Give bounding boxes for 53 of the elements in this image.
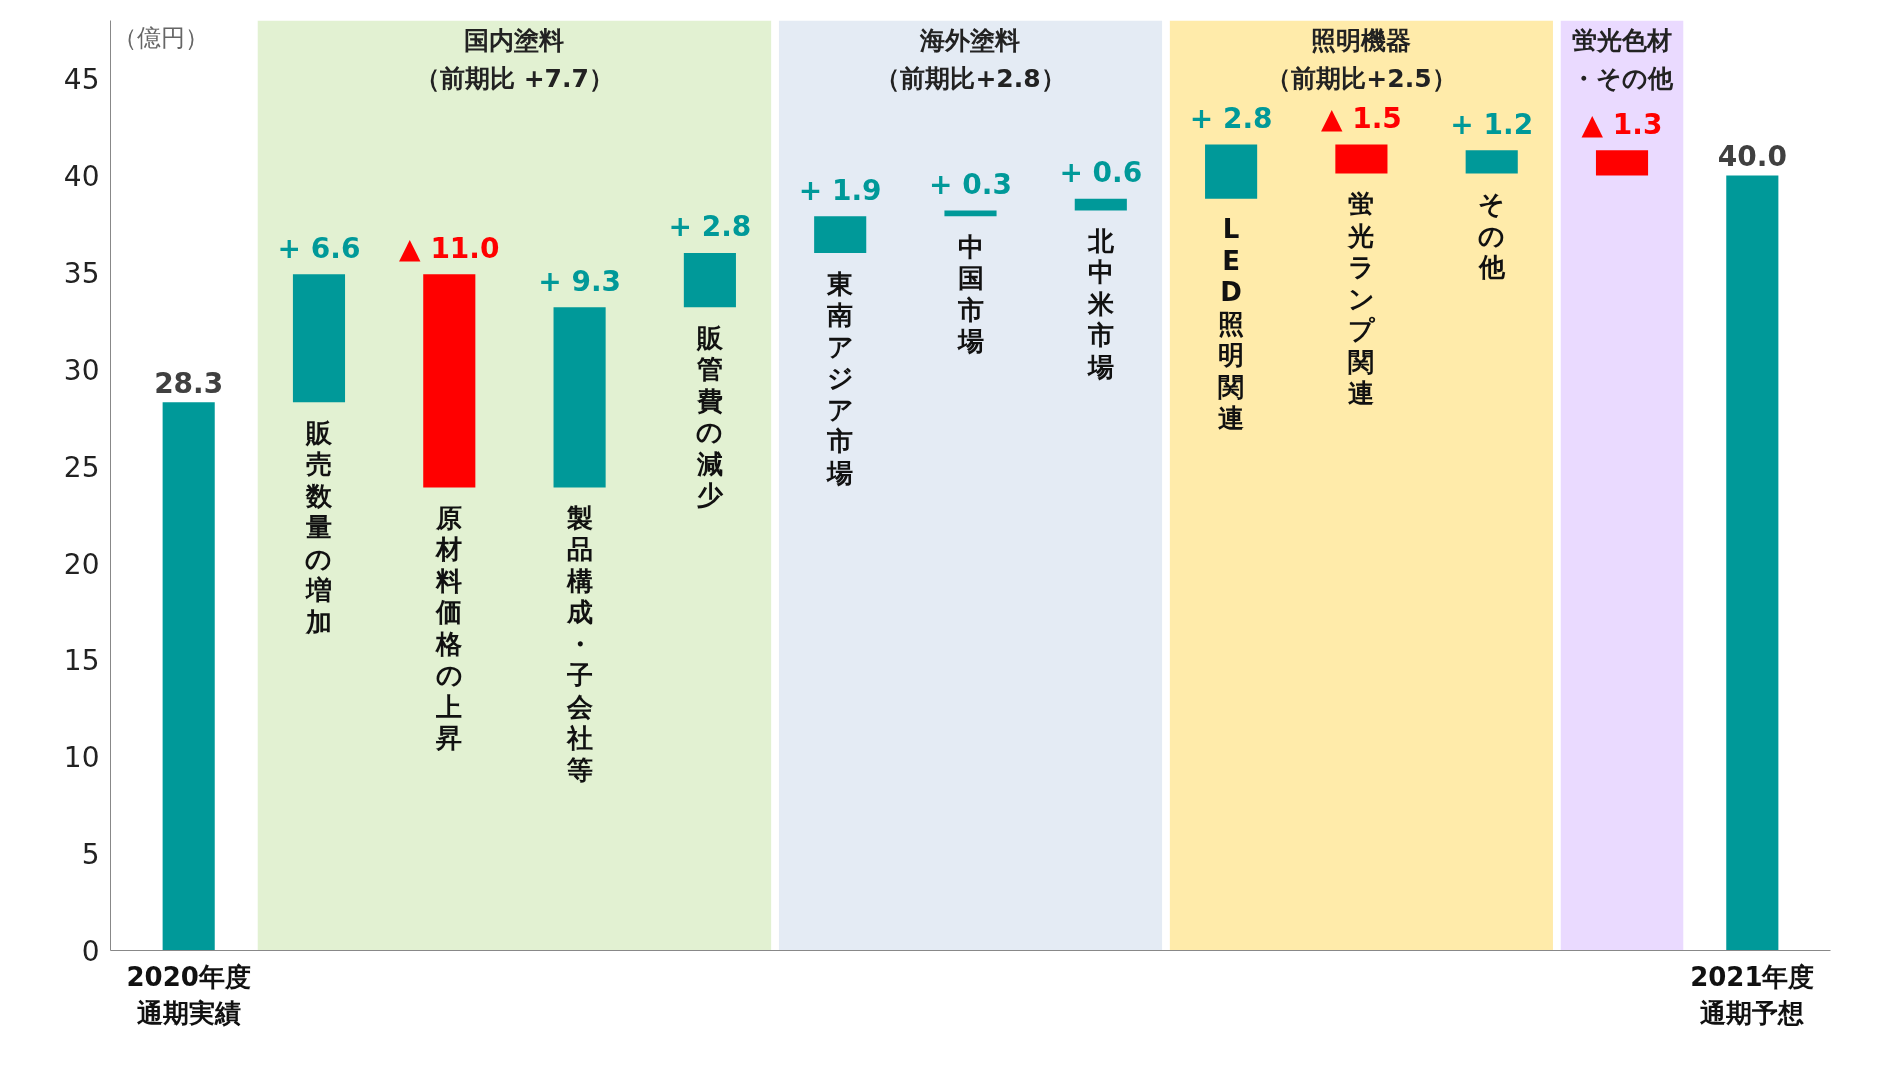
y-tick-label: 5 bbox=[81, 838, 100, 872]
y-axis-title: （億円） bbox=[112, 24, 209, 53]
x-tick-label: LED照明関連 bbox=[1218, 214, 1245, 434]
band-label: 海外塗料（前期比+2.8） bbox=[875, 26, 1066, 94]
bar bbox=[162, 402, 215, 951]
x-tick-label: 蛍光色材・その他 bbox=[1571, 26, 1675, 94]
bar bbox=[292, 274, 346, 403]
y-tick-label: 20 bbox=[63, 547, 100, 581]
category-label: 製品構成・子会社等 bbox=[566, 502, 593, 785]
bar bbox=[1726, 175, 1779, 951]
bar bbox=[1205, 144, 1258, 199]
y-tick-label: 0 bbox=[81, 935, 100, 968]
data-label: + 2.8 bbox=[668, 210, 752, 244]
y-tick-label: 40 bbox=[63, 160, 100, 193]
y-tick-label: 45 bbox=[63, 63, 100, 97]
x-tick-label: 北中米市場 bbox=[1086, 225, 1115, 382]
band-label: 照明機器（前期比+2.5） bbox=[1266, 26, 1457, 94]
data-label: + 0.3 bbox=[929, 167, 1012, 201]
data-label: ▲ 11.0 bbox=[399, 231, 500, 265]
y-tick-label: 35 bbox=[63, 256, 100, 290]
band-label: 国内塗料（前期比 +7.7） bbox=[414, 26, 614, 94]
x-tick-label: 蛍光ランプ関連 bbox=[1347, 189, 1376, 409]
bar bbox=[1465, 150, 1518, 174]
data-label: + 1.2 bbox=[1450, 107, 1534, 141]
data-label: + 2.8 bbox=[1189, 101, 1273, 135]
y-tick-label: 10 bbox=[63, 741, 100, 775]
y-tick-label: 25 bbox=[63, 450, 100, 484]
bar bbox=[814, 216, 867, 253]
x-tick-label: 原材料価格の上昇 bbox=[435, 502, 463, 754]
data-label: + 6.6 bbox=[277, 231, 361, 265]
data-label: + 9.3 bbox=[538, 264, 621, 298]
bar bbox=[1595, 150, 1649, 176]
x-tick-label: 販管費の減少 bbox=[695, 322, 724, 511]
x-tick-label: 中国市場 bbox=[956, 231, 984, 357]
bar bbox=[1335, 144, 1388, 174]
bar bbox=[553, 307, 606, 488]
x-tick-label: 販売数量の増加 bbox=[304, 417, 333, 637]
data-label: ▲ 1.5 bbox=[1320, 101, 1402, 135]
x-tick-label: その他 bbox=[1477, 189, 1506, 283]
data-label: + 1.9 bbox=[798, 173, 882, 207]
data-label: ▲ 1.3 bbox=[1581, 107, 1663, 141]
bar bbox=[683, 253, 736, 308]
x-tick-label: 2020年度通期実績 bbox=[126, 961, 251, 1028]
data-label: 28.3 bbox=[154, 366, 224, 400]
y-tick-label: 30 bbox=[63, 353, 100, 387]
x-tick-label: 東南アジア市場 bbox=[826, 268, 854, 488]
bar bbox=[1074, 198, 1127, 211]
x-tick-label: 2021年度通期予想 bbox=[1690, 961, 1815, 1028]
data-label: + 0.6 bbox=[1059, 156, 1143, 190]
y-tick-label: 15 bbox=[63, 644, 100, 678]
data-label: 40.0 bbox=[1717, 139, 1787, 173]
bar bbox=[423, 274, 476, 488]
bar bbox=[944, 210, 997, 217]
